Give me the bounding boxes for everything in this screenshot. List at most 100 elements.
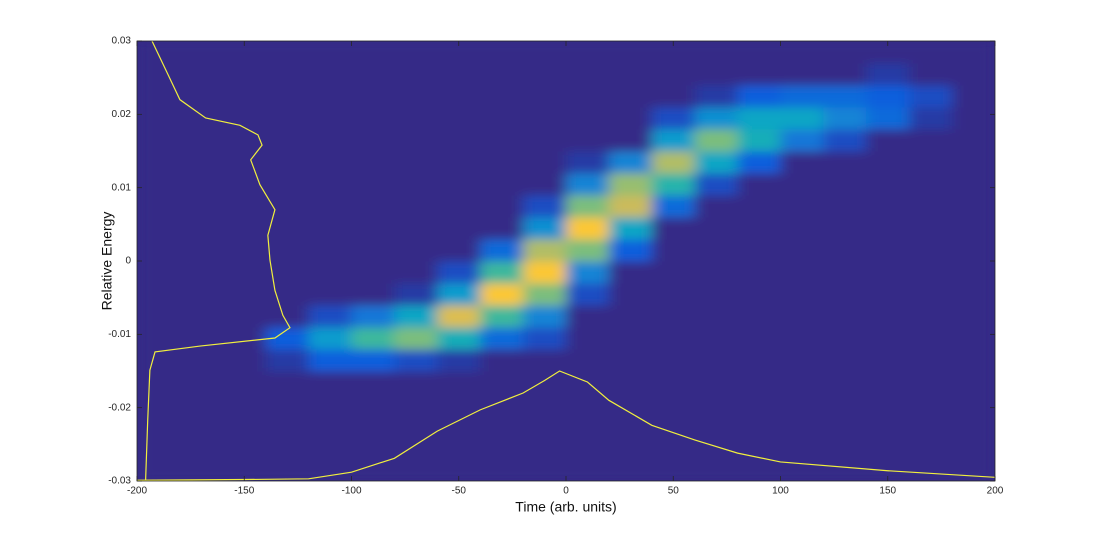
heat-cell xyxy=(308,173,352,196)
heat-cell xyxy=(823,261,867,284)
heat-cell xyxy=(651,437,696,460)
heat-cell xyxy=(137,459,181,481)
heat-cell xyxy=(308,217,352,240)
heat-cell xyxy=(394,129,438,152)
heat-cell xyxy=(437,173,481,196)
heat-cell xyxy=(351,41,395,64)
heat-cell xyxy=(566,393,610,416)
heat-cell xyxy=(179,129,224,152)
heat-cell xyxy=(308,85,352,108)
heat-cell xyxy=(308,107,352,130)
heat-cell xyxy=(437,349,481,372)
heat-cell xyxy=(394,107,438,130)
heat-cell xyxy=(523,129,567,152)
heat-cell xyxy=(222,415,267,438)
heat-cell xyxy=(480,107,524,130)
heat-cell xyxy=(909,41,953,64)
heat-cell xyxy=(952,41,995,64)
heat-cell xyxy=(694,415,739,438)
heat-cell xyxy=(780,349,824,372)
heat-cell xyxy=(694,261,739,284)
heat-cell xyxy=(608,151,653,174)
heat-cell xyxy=(351,173,395,196)
heat-cell xyxy=(694,63,739,86)
x-tick-label: -150 xyxy=(234,486,254,497)
heat-cell xyxy=(137,41,181,64)
heat-cell xyxy=(566,459,610,481)
heat-cell xyxy=(308,371,352,394)
heat-cell xyxy=(823,459,867,481)
heat-cell xyxy=(608,239,653,262)
heat-cell xyxy=(480,129,524,152)
heat-cell xyxy=(523,195,567,218)
heat-cell xyxy=(265,349,310,372)
heat-cell xyxy=(909,393,953,416)
heat-cell xyxy=(394,349,438,372)
heat-cell xyxy=(780,393,824,416)
heat-cell xyxy=(952,239,995,262)
heat-cell xyxy=(265,63,310,86)
heat-cell xyxy=(866,85,910,108)
heat-cell xyxy=(651,195,696,218)
heat-cell xyxy=(737,327,781,350)
heat-cell xyxy=(608,217,653,240)
heat-cell xyxy=(566,195,610,218)
heat-cell xyxy=(651,459,696,481)
heat-cell xyxy=(265,459,310,481)
heat-cell xyxy=(137,437,181,460)
heat-cell xyxy=(737,173,781,196)
heat-cell xyxy=(137,63,181,86)
heat-cell xyxy=(566,283,610,306)
heat-cell xyxy=(651,107,696,130)
heat-cell xyxy=(608,415,653,438)
heat-cell xyxy=(222,371,267,394)
heat-cell xyxy=(566,305,610,328)
heat-cell xyxy=(351,371,395,394)
heat-cell xyxy=(437,129,481,152)
heat-cell xyxy=(952,217,995,240)
heat-cell xyxy=(780,151,824,174)
heat-cell xyxy=(222,195,267,218)
heat-cell xyxy=(523,349,567,372)
y-tick-label: 0 xyxy=(125,256,131,267)
heat-cell xyxy=(823,173,867,196)
heat-cell xyxy=(651,393,696,416)
heat-cell xyxy=(909,459,953,481)
heat-cell xyxy=(480,305,524,328)
heat-cell xyxy=(480,217,524,240)
heat-cell xyxy=(179,415,224,438)
heat-cell xyxy=(737,349,781,372)
heat-cell xyxy=(437,151,481,174)
heat-cell xyxy=(523,437,567,460)
heat-cell xyxy=(823,305,867,328)
heat-cell xyxy=(566,239,610,262)
heat-cell xyxy=(651,217,696,240)
heat-cell xyxy=(394,437,438,460)
heat-cell xyxy=(437,217,481,240)
heat-cell xyxy=(608,459,653,481)
heat-cell xyxy=(265,85,310,108)
heat-cell xyxy=(480,173,524,196)
heat-cell xyxy=(351,85,395,108)
heat-cell xyxy=(222,129,267,152)
y-tick-label: -0.02 xyxy=(108,402,131,413)
heat-cell xyxy=(608,129,653,152)
heat-cell xyxy=(265,437,310,460)
heat-cell xyxy=(523,283,567,306)
heat-cell xyxy=(737,107,781,130)
heat-cell xyxy=(866,305,910,328)
heat-cell xyxy=(179,173,224,196)
x-tick-label: 100 xyxy=(772,486,789,497)
heat-cell xyxy=(437,85,481,108)
heat-cell xyxy=(651,173,696,196)
heat-cell xyxy=(566,437,610,460)
heat-cell xyxy=(866,437,910,460)
heat-cell xyxy=(780,327,824,350)
heat-cell xyxy=(351,261,395,284)
heat-cell xyxy=(780,415,824,438)
heat-cell xyxy=(866,393,910,416)
heat-cell xyxy=(308,349,352,372)
heat-cell xyxy=(437,327,481,350)
heat-cell xyxy=(351,129,395,152)
heat-cell xyxy=(608,327,653,350)
